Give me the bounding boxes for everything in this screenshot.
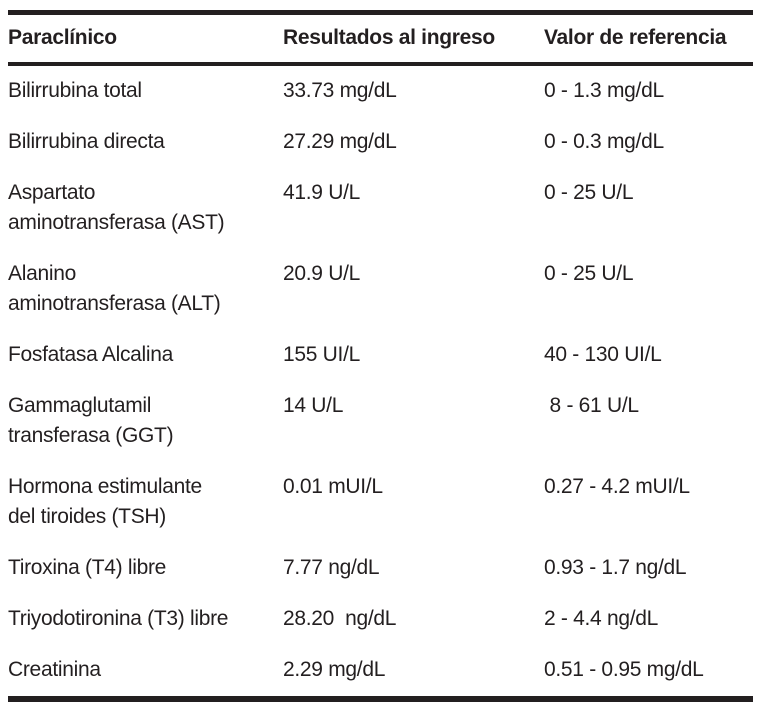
table-row: Fosfatasa Alcalina 155 UI/L 40 - 130 UI/… [8,330,753,381]
cell-paraclinico: Creatinina [8,645,283,702]
cell-paraclinico: Alanino aminotransferasa (ALT) [8,262,221,315]
header-row: Paraclínico Resultados al ingreso Valor … [8,10,753,66]
table-row: Hormona estimulante del tiroides (TSH) 0… [8,462,753,543]
cell-paraclinico: Bilirrubina total [8,79,142,102]
cell-referencia: 0 - 1.3 mg/dL [544,79,664,102]
cell-resultado: 28.20 ng/dL [283,607,397,630]
col-header-paraclinico: Paraclínico [8,10,283,66]
cell-referencia: 0.51 - 0.95 mg/dL [544,645,753,702]
cell-resultado: 0.01 mUI/L [283,475,383,498]
cell-paraclinico: Gammaglutamil transferasa (GGT) [8,394,174,447]
cell-resultado: 27.29 mg/dL [283,130,397,153]
cell-resultado: 7.77 ng/dL [283,556,380,579]
table-row: Creatinina 2.29 mg/dL 0.51 - 0.95 mg/dL [8,645,753,702]
cell-resultado: 155 UI/L [283,343,360,366]
cell-resultado: 14 U/L [283,394,344,417]
cell-referencia: 0.93 - 1.7 ng/dL [544,556,687,579]
cell-resultado: 20.9 U/L [283,262,360,285]
cell-resultado: 33.73 mg/dL [283,79,397,102]
table-row: Triyodotironina (T3) libre 28.20 ng/dL 2… [8,594,753,645]
cell-referencia: 2 - 4.4 ng/dL [544,607,659,630]
lab-results-table: Paraclínico Resultados al ingreso Valor … [8,10,753,702]
cell-referencia: 0.27 - 4.2 mUI/L [544,475,690,498]
table-row: Aspartato aminotransferasa (AST) 41.9 U/… [8,168,753,249]
cell-paraclinico: Fosfatasa Alcalina [8,343,174,366]
table-row: Gammaglutamil transferasa (GGT) 14 U/L 8… [8,381,753,462]
cell-paraclinico: Bilirrubina directa [8,130,165,153]
cell-paraclinico: Hormona estimulante del tiroides (TSH) [8,475,202,528]
table-body: Bilirrubina total 33.73 mg/dL 0 - 1.3 mg… [8,64,753,702]
table-row: Tiroxina (T4) libre 7.77 ng/dL 0.93 - 1.… [8,543,753,594]
cell-referencia: 0 - 25 U/L [544,181,634,204]
col-header-resultados: Resultados al ingreso [283,10,544,66]
table-row: Bilirrubina directa 27.29 mg/dL 0 - 0.3 … [8,117,753,168]
cell-paraclinico: Triyodotironina (T3) libre [8,607,229,630]
cell-resultado: 2.29 mg/dL [283,645,544,702]
cell-resultado: 41.9 U/L [283,181,360,204]
cell-referencia: 0 - 25 U/L [544,262,634,285]
table-row: Bilirrubina total 33.73 mg/dL 0 - 1.3 mg… [8,64,753,117]
table-row: Alanino aminotransferasa (ALT) 20.9 U/L … [8,249,753,330]
col-header-referencia: Valor de referencia [544,10,753,66]
cell-referencia: 40 - 130 UI/L [544,343,662,366]
cell-paraclinico: Aspartato aminotransferasa (AST) [8,181,225,234]
cell-referencia: 0 - 0.3 mg/dL [544,130,664,153]
cell-paraclinico: Tiroxina (T4) libre [8,556,167,579]
cell-referencia: 8 - 61 U/L [544,394,640,417]
